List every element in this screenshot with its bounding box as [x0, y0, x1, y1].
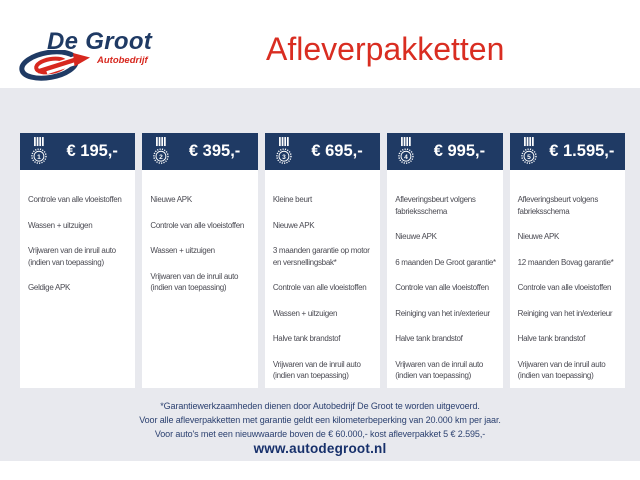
medal-number: 2: [160, 154, 164, 161]
package-item: Vrijwaren van de inruil auto (indien van…: [272, 359, 361, 381]
package-item: Afleveringsbeurt volgens fabrieksschema: [395, 195, 476, 216]
package-item: Controle van alle vloeistoffen: [517, 283, 612, 292]
website-url[interactable]: www.autodegroot.nl: [253, 441, 387, 456]
package-price: € 995,-: [433, 142, 486, 160]
package-item: 12 maanden Bovag garantie*: [517, 257, 614, 267]
package-item: Geldige APK: [28, 283, 71, 292]
page-title: Afleverpakketten: [266, 31, 505, 67]
package-card-2: 2 € 395,- Nieuwe APK Controle van alle vl…: [142, 133, 258, 388]
package-items: Controle van alle vloeistoffen Wassen + u…: [20, 170, 135, 294]
package-item: Vrijwaren van de inruil auto (indien van…: [28, 246, 116, 267]
package-header: 3 € 695,-: [264, 133, 381, 170]
package-item: Controle van alle vloeistoffen: [28, 195, 122, 204]
medal-number: 1: [37, 154, 41, 161]
package-item: Nieuwe APK: [517, 232, 560, 241]
package-item: Controle van alle vloeistoffen: [150, 220, 244, 230]
medal-number: 5: [527, 154, 531, 161]
package-header: 1 € 195,-: [20, 133, 136, 170]
package-item: Wassen + uitzuigen: [272, 308, 338, 318]
logo-swoosh-icon: [19, 50, 94, 81]
package-item: Reiniging van het in/exterieur: [395, 308, 490, 318]
package-header: 4 € 995,-: [387, 133, 503, 170]
package-item: Wassen + uitzuigen: [150, 246, 215, 255]
medal-number: 4: [404, 154, 408, 161]
medal-icon: 5: [520, 137, 537, 164]
medal-number: 3: [282, 154, 286, 161]
package-item: 3 maanden garantie op motor en versnelli…: [272, 246, 370, 267]
package-card-3: 3 € 695,- Kleine beurt Nieuwe APK 3 maande…: [264, 133, 381, 388]
package-price: € 695,-: [311, 142, 363, 160]
package-item: 6 maanden De Groot garantie*: [395, 257, 496, 267]
package-item: Wassen + uitzuigen: [28, 220, 93, 230]
package-header: 5 € 1.595,-: [509, 133, 626, 170]
medal-icon: 3: [276, 137, 292, 164]
package-item: Nieuwe APK: [395, 232, 437, 241]
medal-icon: 1: [31, 137, 47, 164]
package-header: 2 € 395,-: [142, 133, 258, 170]
footnotes: *Garantiewerkzaamheden dienen door Autob…: [0, 399, 640, 441]
package-price: € 195,-: [66, 142, 118, 160]
package-items: Afleveringsbeurt volgens fabrieksschema N…: [387, 170, 502, 382]
package-card-1: 1 € 195,- Controle van alle vloeistoffen…: [20, 133, 136, 388]
package-price: € 1.595,-: [549, 142, 615, 160]
package-items: Kleine beurt Nieuwe APK 3 maanden garantie…: [265, 170, 380, 382]
package-items: Afleveringsbeurt volgens fabrieksschema N…: [510, 170, 625, 382]
package-item: Halve tank brandstof: [395, 334, 463, 343]
footnote-line: Voor alle afleverpakketten met garantie …: [139, 415, 501, 425]
package-item: Halve tank brandstof: [517, 334, 586, 343]
footnote-line: *Garantiewerkzaamheden dienen door Autob…: [160, 401, 480, 411]
package-item: Vrijwaren van de inruil auto (indien van…: [395, 359, 484, 381]
medal-icon: 4: [398, 137, 414, 164]
package-price: € 395,-: [188, 142, 241, 160]
package-item: Kleine beurt: [272, 195, 312, 204]
brand-tagline: Autobedrijf: [97, 55, 148, 66]
package-item: Controle van alle vloeistoffen: [272, 283, 367, 292]
footnote-line: Voor auto's met een nieuwwaarde boven de…: [154, 429, 486, 439]
package-card-5: 5 € 1.595,- Afleveringsbeurt volgens fab…: [509, 133, 626, 388]
package-items: Nieuwe APK Controle van alle vloeistoffen…: [142, 170, 257, 294]
medal-icon: 2: [153, 137, 170, 164]
package-card-4: 4 € 995,- Afleveringsbeurt volgens fabri…: [387, 133, 503, 388]
brand-logo: De Groot Autobedrijf: [18, 28, 158, 82]
package-item: Afleveringsbeurt volgens fabrieksschema: [517, 195, 599, 216]
packages-row: 1 € 195,- Controle van alle vloeistoffen…: [20, 133, 626, 388]
package-item: Vrijwaren van de inruil auto (indien van…: [517, 359, 606, 381]
package-item: Nieuwe APK: [150, 195, 192, 204]
package-item: Halve tank brandstof: [272, 334, 341, 343]
brand-name: De Groot: [47, 28, 153, 55]
package-item: Nieuwe APK: [272, 220, 315, 230]
package-item: Reiniging van het in/exterieur: [517, 308, 613, 318]
package-item: Vrijwaren van de inruil auto (indien van…: [150, 271, 239, 293]
package-item: Controle van alle vloeistoffen: [395, 283, 489, 292]
